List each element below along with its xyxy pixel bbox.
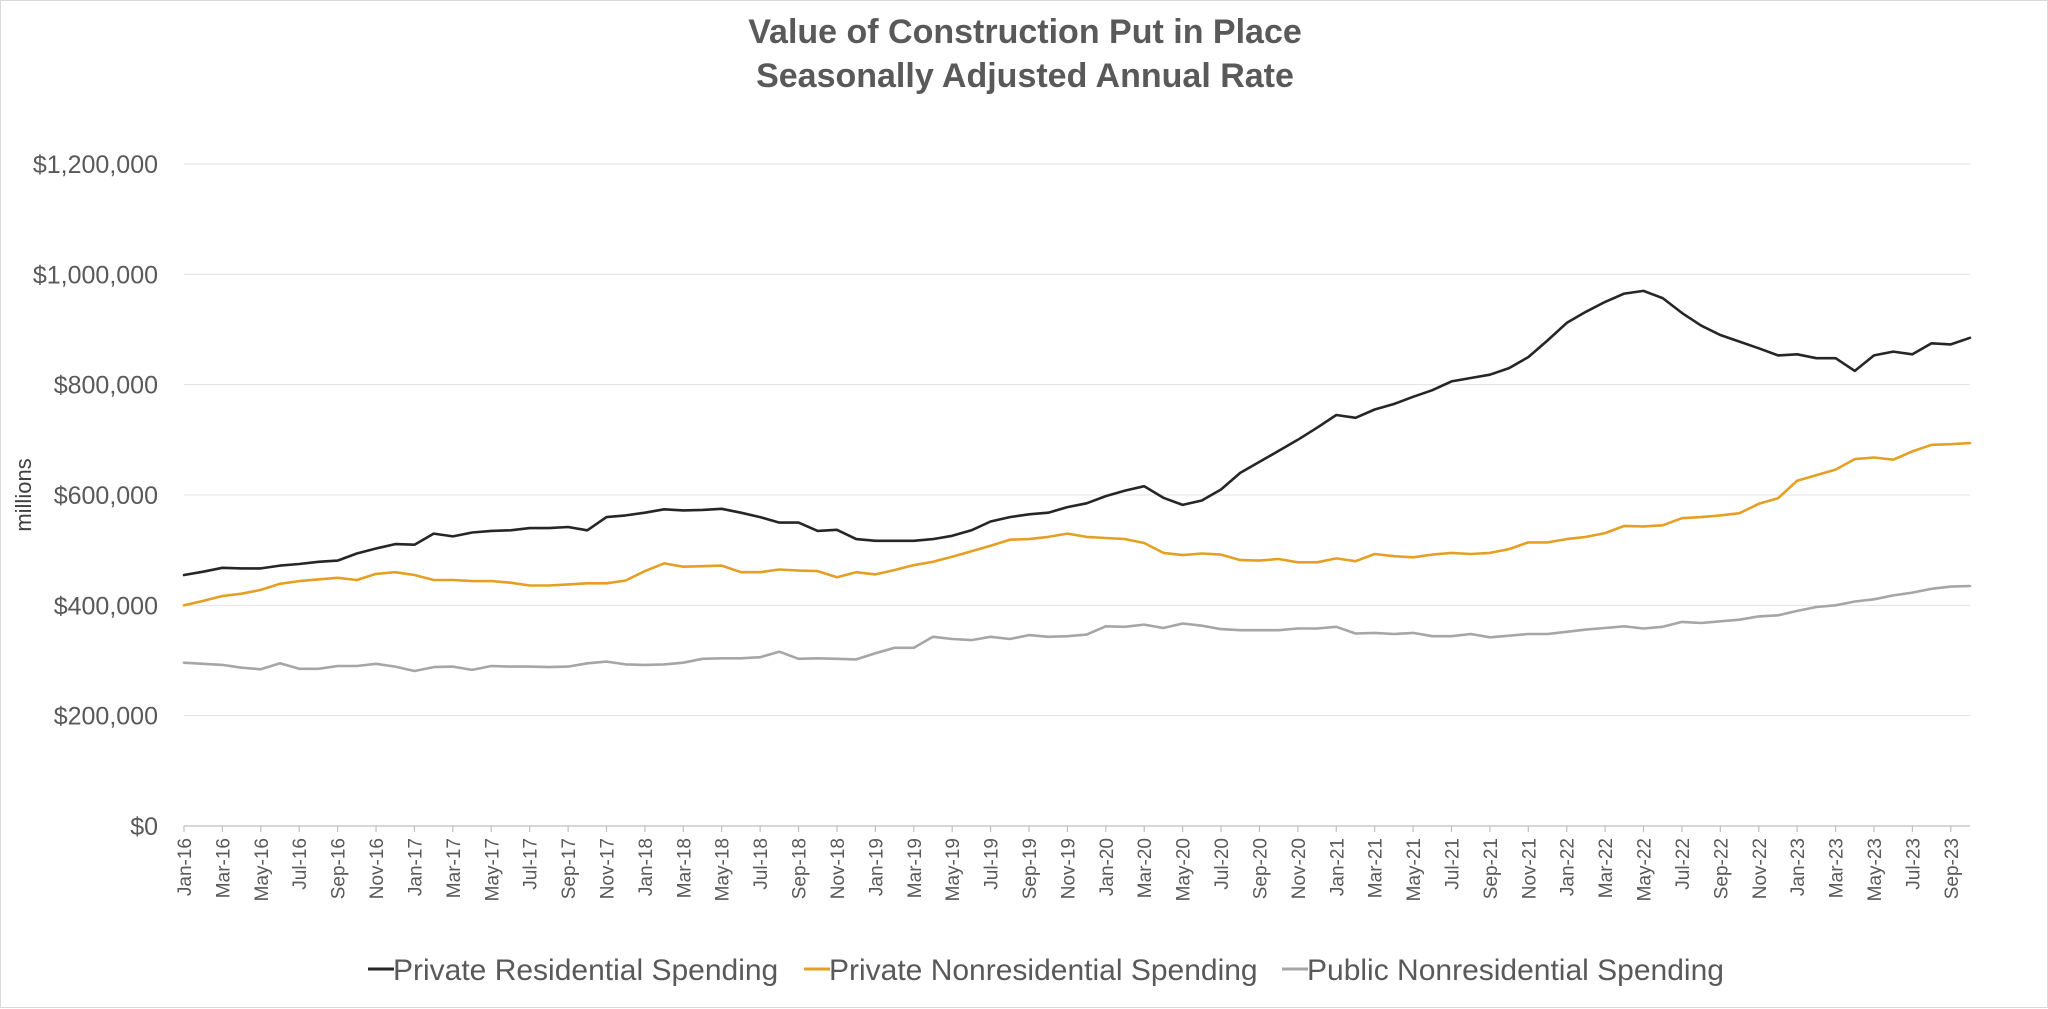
x-tick-label: May-18 [713, 838, 734, 901]
x-tick-label: May-22 [1635, 838, 1656, 901]
x-tick-label: Sep-17 [559, 838, 580, 899]
x-tick-label: Mar-19 [905, 838, 926, 898]
series-lines [182, 289, 1972, 673]
x-tick-label: Jan-22 [1558, 838, 1579, 896]
y-tick-label: $800,000 [54, 372, 158, 400]
x-tick-label: Nov-21 [1519, 838, 1540, 899]
x-tick-label: Jan-21 [1327, 838, 1348, 896]
x-tick-label: Jul-22 [1673, 838, 1694, 890]
legend-label: Private Residential Spending [393, 954, 778, 987]
y-tick-label: $600,000 [54, 482, 158, 510]
x-tick-label: Mar-20 [1135, 838, 1156, 898]
x-tick-label: Mar-23 [1827, 838, 1848, 898]
y-tick-label: $400,000 [54, 592, 158, 620]
x-tick-label: May-19 [943, 838, 964, 901]
x-tick-label: Nov-18 [828, 838, 849, 899]
series-line-private-residential-spending [182, 289, 1972, 577]
x-tick-label: Jul-16 [290, 838, 311, 890]
y-tick-label: $1,000,000 [33, 261, 158, 289]
x-tick-label: Jan-23 [1788, 838, 1809, 896]
x-tick-label: Mar-21 [1366, 838, 1387, 898]
x-tick-label: Jan-20 [1097, 838, 1118, 896]
x-tick-label: Mar-16 [213, 838, 234, 898]
x-tick-label: Jul-21 [1442, 838, 1463, 890]
x-tick-label: Sep-22 [1711, 838, 1732, 899]
x-tick-label: Nov-22 [1750, 838, 1771, 899]
x-tick-label: Mar-17 [444, 838, 465, 898]
x-tick-label: May-16 [252, 838, 273, 901]
x-tick-label: Sep-16 [329, 838, 350, 899]
x-tick-label: May-20 [1174, 838, 1195, 901]
x-axis-ticks: Jan-16 Mar-16 May-16 Jul-16 Sep-16 Nov-16 Jan-… [175, 826, 1963, 901]
chart-title: Value of Construction Put in Place [748, 13, 1302, 51]
gridlines [184, 163, 1970, 827]
x-tick-label: Jan-18 [636, 838, 657, 896]
legend-label: Public Nonresidential Spending [1307, 954, 1724, 987]
x-tick-label: Nov-20 [1289, 838, 1310, 899]
y-axis-ticks: $0 $200,000 $400,000 $600,000 $800,000 $1,000… [33, 151, 158, 841]
x-tick-label: Nov-16 [367, 838, 388, 899]
x-tick-label: Sep-19 [1020, 838, 1041, 899]
x-tick-label: Nov-17 [597, 838, 618, 899]
x-tick-label: Jul-19 [982, 838, 1003, 890]
x-tick-label: Jul-20 [1212, 838, 1233, 890]
y-tick-label: $0 [130, 813, 158, 841]
x-tick-label: May-17 [482, 838, 503, 901]
x-tick-label: Mar-18 [674, 838, 695, 898]
x-tick-label: Jan-16 [175, 838, 196, 896]
x-tick-label: Sep-18 [790, 838, 811, 899]
series-line-private-nonresidential-spending [182, 441, 1972, 607]
x-tick-label: Jul-23 [1903, 838, 1924, 890]
x-tick-label: Sep-21 [1481, 838, 1502, 899]
x-tick-label: Mar-22 [1596, 838, 1617, 898]
x-tick-label: Sep-20 [1250, 838, 1271, 899]
x-tick-label: Jul-17 [521, 838, 542, 890]
chart-subtitle: Seasonally Adjusted Annual Rate [756, 57, 1294, 95]
x-tick-label: May-23 [1865, 838, 1886, 901]
series-line-public-nonresidential-spending [182, 584, 1972, 673]
x-tick-label: Jul-18 [751, 838, 772, 890]
x-tick-label: May-21 [1404, 838, 1425, 901]
x-tick-label: Jan-19 [866, 838, 887, 896]
y-axis-label: millions [11, 458, 36, 531]
y-tick-label: $1,200,000 [33, 151, 158, 179]
x-tick-label: Sep-23 [1942, 838, 1963, 899]
x-tick-label: Nov-19 [1058, 838, 1079, 899]
legend-label: Private Nonresidential Spending [829, 954, 1258, 987]
y-tick-label: $200,000 [54, 703, 158, 731]
legend: Private Residential Spending Private Nonr… [368, 954, 1724, 987]
x-tick-label: Jan-17 [405, 838, 426, 896]
